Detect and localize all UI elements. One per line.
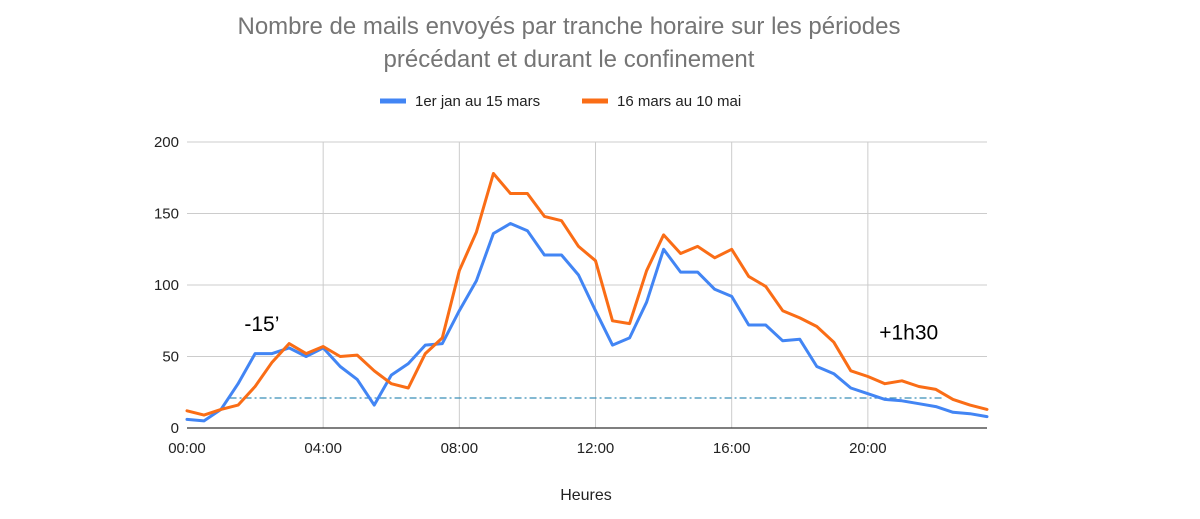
y-axis-ticks: 0 50 100 150 200 <box>154 134 179 437</box>
x-tick-label-4: 16:00 <box>713 440 751 457</box>
series-line-2 <box>185 172 989 417</box>
x-tick-label-3: 12:00 <box>577 440 615 457</box>
annotations: -15’ +1h30 <box>244 313 938 345</box>
x-tick-label-0: 00:00 <box>168 440 206 457</box>
x-axis-ticks: 00:00 04:00 08:00 12:00 16:00 20:00 <box>168 440 886 457</box>
x-tick-label-5: 20:00 <box>849 440 887 457</box>
annotation-2: +1h30 <box>879 321 938 344</box>
annotation-1: -15’ <box>244 313 279 336</box>
x-axis-title: Heures <box>560 487 612 504</box>
y-tick-label-50: 50 <box>162 349 179 366</box>
legend: 1er jan au 15 mars 16 mars au 10 mai <box>380 93 741 110</box>
y-tick-label-100: 100 <box>154 277 179 294</box>
y-tick-label-150: 150 <box>154 206 179 223</box>
series-lines <box>185 172 989 423</box>
x-tick-label-2: 08:00 <box>441 440 479 457</box>
chart-title: Nombre de mails envoyés par tranche hora… <box>238 13 901 73</box>
chart-title-line-1: Nombre de mails envoyés par tranche hora… <box>238 13 901 40</box>
legend-label-series-2: 16 mars au 10 mai <box>617 93 741 110</box>
chart-title-line-2: précédant et durant le confinement <box>384 46 755 73</box>
series-line-1 <box>185 222 989 423</box>
y-tick-label-200: 200 <box>154 134 179 151</box>
y-tick-label-0: 0 <box>171 420 179 437</box>
legend-label-series-1: 1er jan au 15 mars <box>415 93 540 110</box>
gridlines <box>187 141 987 429</box>
x-tick-label-1: 04:00 <box>304 440 342 457</box>
